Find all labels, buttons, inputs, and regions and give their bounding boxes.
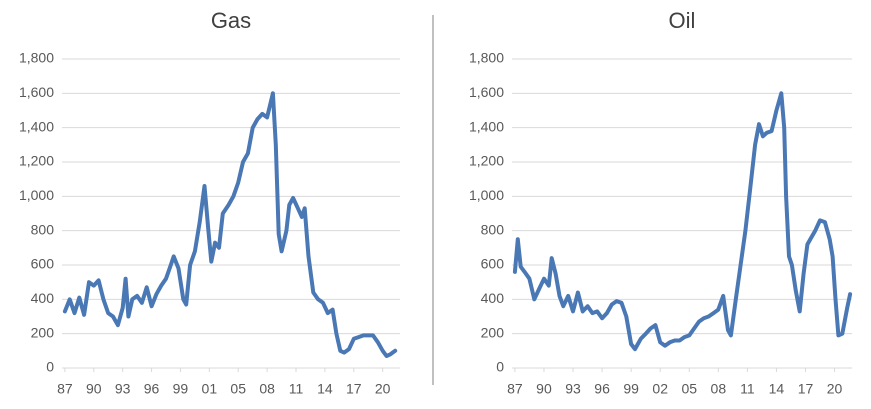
chart-title: Gas [211,8,251,33]
y-tick-label: 600 [31,256,55,272]
y-tick-label: 200 [481,324,505,340]
y-tick-label: 1,600 [19,84,54,100]
x-tick-label: 08 [259,381,275,397]
x-tick-label: 17 [798,381,814,397]
x-tick-label: 87 [57,381,73,397]
y-tick-label: 200 [31,324,55,340]
y-tick-label: 400 [31,290,55,306]
x-tick-label: 87 [507,381,523,397]
y-tick-label: 1,800 [19,50,54,66]
data-line [62,91,398,358]
y-tick-label: 600 [481,256,505,272]
x-tick-label: 17 [346,381,362,397]
x-tick-label: 05 [230,381,246,397]
y-tick-label: 1,000 [469,187,504,203]
data-line [512,91,853,352]
x-tick-label: 90 [536,381,552,397]
y-tick-label: 1,600 [469,84,504,100]
x-tick-label: 93 [565,381,581,397]
y-tick-label: 400 [481,290,505,306]
x-tick-label: 05 [681,381,697,397]
x-tick-label: 20 [375,381,391,397]
x-tick-label: 90 [86,381,102,397]
y-tick-label: 1,400 [469,118,504,134]
x-tick-label: 96 [594,381,610,397]
x-tick-label: 14 [769,381,785,397]
x-tick-label: 08 [711,381,727,397]
x-tick-label: 96 [144,381,160,397]
x-tick-label: 02 [652,381,668,397]
y-tick-label: 0 [496,359,504,375]
y-tick-label: 0 [46,359,54,375]
x-tick-label: 99 [623,381,639,397]
y-tick-label: 1,200 [469,153,504,169]
y-tick-label: 1,200 [19,153,54,169]
x-tick-label: 14 [317,381,333,397]
x-tick-label: 11 [289,381,304,397]
y-tick-label: 1,800 [469,50,504,66]
x-tick-label: 99 [173,381,189,397]
y-tick-label: 800 [31,221,55,237]
y-tick-label: 800 [481,221,505,237]
y-tick-label: 1,400 [19,118,54,134]
x-tick-label: 01 [202,381,218,397]
x-tick-label: 93 [115,381,131,397]
chart-title: Oil [669,8,696,33]
x-tick-label: 20 [827,381,843,397]
y-tick-label: 1,000 [19,187,54,203]
x-tick-label: 11 [740,381,755,397]
